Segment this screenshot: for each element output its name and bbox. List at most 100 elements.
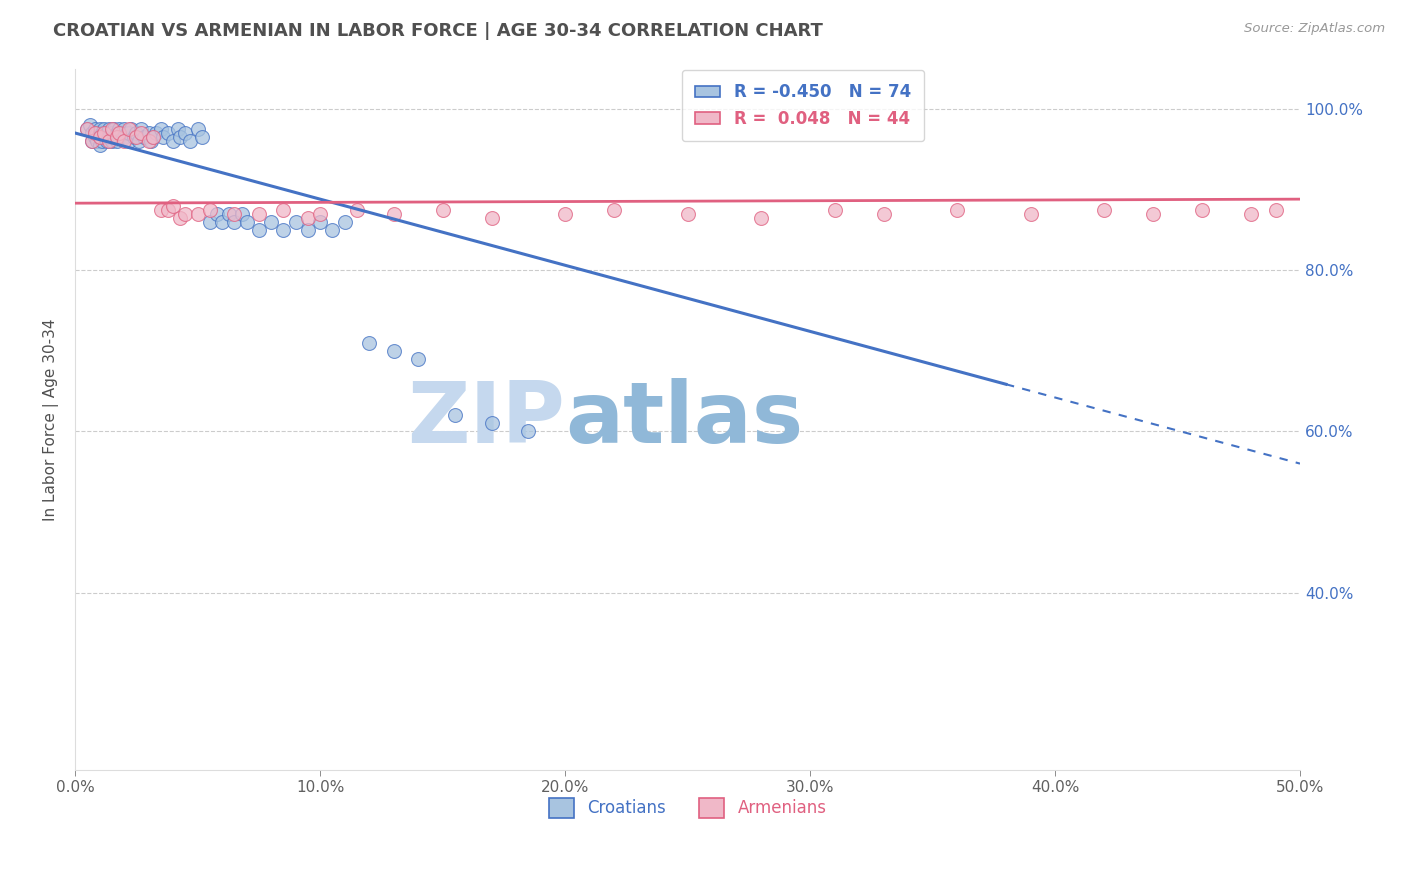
Point xyxy=(105,130,128,145)
Point xyxy=(112,122,135,136)
Point xyxy=(247,207,270,221)
Point xyxy=(162,134,184,148)
Point xyxy=(118,134,141,148)
Point xyxy=(93,122,115,136)
Point xyxy=(93,126,115,140)
Point xyxy=(443,409,465,423)
Point xyxy=(149,202,172,217)
Point xyxy=(406,351,429,366)
Point xyxy=(105,126,128,140)
Point xyxy=(82,134,104,148)
Point xyxy=(218,207,240,221)
Point xyxy=(83,130,105,145)
Point xyxy=(98,134,121,148)
Point xyxy=(174,126,197,140)
Point xyxy=(115,126,138,140)
Point xyxy=(91,126,114,140)
Point xyxy=(481,417,503,431)
Point xyxy=(824,202,846,217)
Point xyxy=(224,207,246,221)
Point xyxy=(346,202,368,217)
Point xyxy=(554,207,576,221)
Point xyxy=(260,215,283,229)
Point xyxy=(231,207,253,221)
Point xyxy=(129,126,152,140)
Point xyxy=(481,211,503,225)
Point xyxy=(297,211,319,225)
Point xyxy=(139,134,162,148)
Point xyxy=(125,130,148,145)
Point xyxy=(946,202,969,217)
Point xyxy=(517,425,540,439)
Point xyxy=(83,126,105,140)
Point xyxy=(108,130,131,145)
Text: Source: ZipAtlas.com: Source: ZipAtlas.com xyxy=(1244,22,1385,36)
Point xyxy=(309,215,332,229)
Point xyxy=(152,130,174,145)
Point xyxy=(187,122,209,136)
Point xyxy=(1191,202,1213,217)
Point xyxy=(89,130,111,145)
Point xyxy=(145,126,167,140)
Point xyxy=(108,126,131,140)
Point xyxy=(103,130,125,145)
Point xyxy=(101,122,124,136)
Point xyxy=(138,126,160,140)
Point xyxy=(1019,207,1042,221)
Point xyxy=(101,134,124,148)
Point xyxy=(603,202,626,217)
Point xyxy=(79,118,101,132)
Point xyxy=(247,223,270,237)
Point xyxy=(749,211,772,225)
Point xyxy=(96,126,118,140)
Point xyxy=(76,122,98,136)
Point xyxy=(91,134,114,148)
Point xyxy=(111,126,134,140)
Legend: Croatians, Armenians: Croatians, Armenians xyxy=(543,791,834,825)
Point xyxy=(132,130,155,145)
Point xyxy=(235,215,257,229)
Point xyxy=(162,198,184,212)
Point xyxy=(82,126,104,140)
Point xyxy=(118,122,141,136)
Point xyxy=(89,130,111,145)
Point xyxy=(676,207,699,221)
Point xyxy=(187,207,209,221)
Point xyxy=(284,215,307,229)
Point xyxy=(169,130,191,145)
Point xyxy=(1264,202,1286,217)
Point xyxy=(273,202,295,217)
Point xyxy=(357,335,380,350)
Point xyxy=(86,134,108,148)
Point xyxy=(297,223,319,237)
Point xyxy=(129,122,152,136)
Point xyxy=(333,215,356,229)
Point xyxy=(98,130,121,145)
Point xyxy=(1142,207,1164,221)
Point xyxy=(1092,202,1115,217)
Point xyxy=(101,126,124,140)
Point xyxy=(224,215,246,229)
Point xyxy=(157,202,180,217)
Point xyxy=(432,202,454,217)
Point xyxy=(138,134,160,148)
Point xyxy=(83,122,105,136)
Point xyxy=(112,130,135,145)
Point xyxy=(105,134,128,148)
Point xyxy=(382,343,405,358)
Point xyxy=(872,207,894,221)
Point xyxy=(86,126,108,140)
Point xyxy=(118,126,141,140)
Point xyxy=(122,130,145,145)
Text: atlas: atlas xyxy=(565,377,803,461)
Point xyxy=(198,202,221,217)
Point xyxy=(1240,207,1263,221)
Y-axis label: In Labor Force | Age 30-34: In Labor Force | Age 30-34 xyxy=(44,318,59,521)
Point xyxy=(142,130,165,145)
Point xyxy=(205,207,228,221)
Point xyxy=(179,134,201,148)
Point xyxy=(93,130,115,145)
Point xyxy=(309,207,332,221)
Text: CROATIAN VS ARMENIAN IN LABOR FORCE | AGE 30-34 CORRELATION CHART: CROATIAN VS ARMENIAN IN LABOR FORCE | AG… xyxy=(53,22,824,40)
Point xyxy=(125,126,148,140)
